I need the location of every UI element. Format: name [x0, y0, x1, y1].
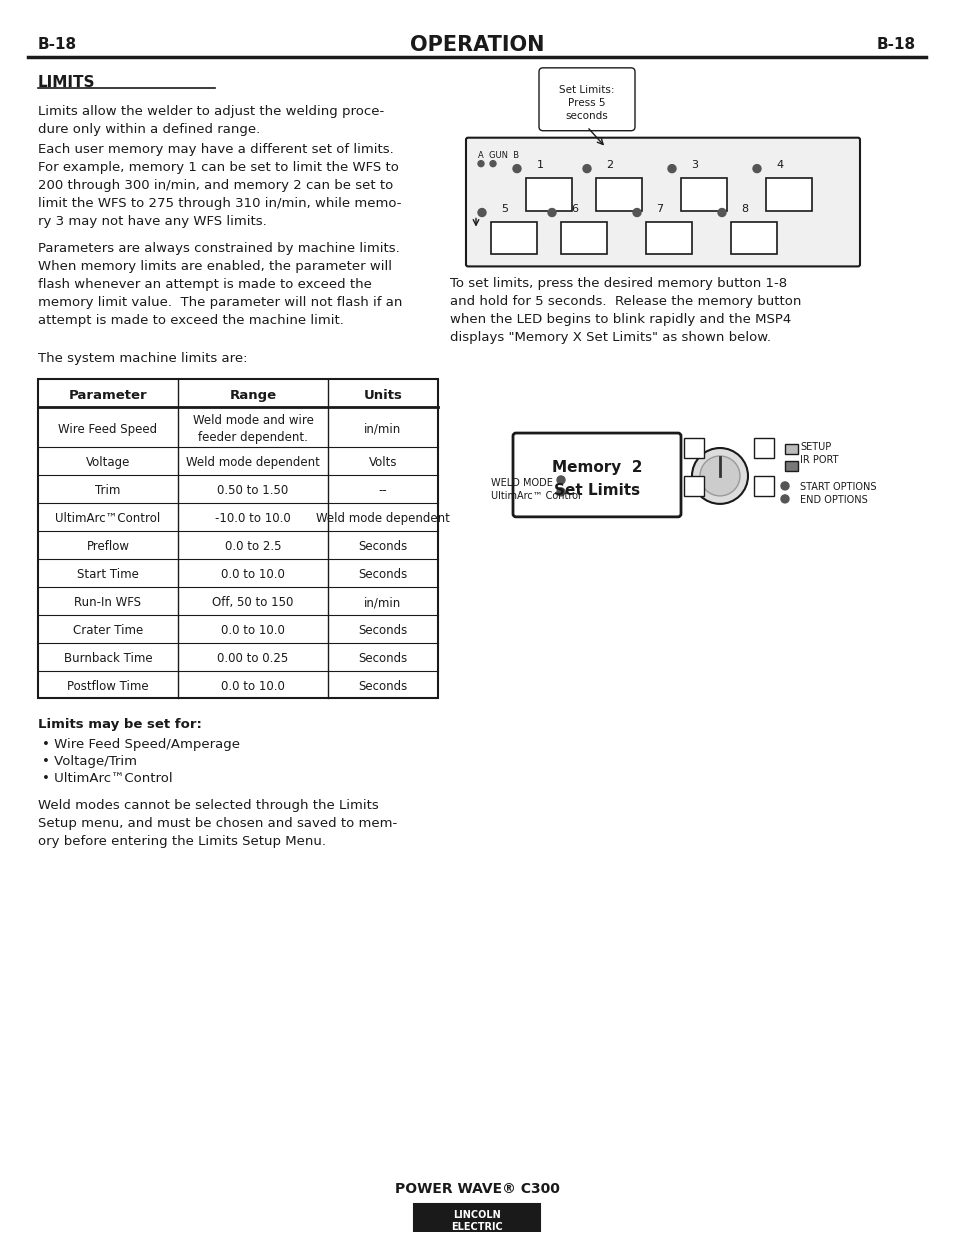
Text: -10.0 to 10.0: -10.0 to 10.0 [214, 513, 291, 525]
Text: Weld mode and wire
feeder dependent.: Weld mode and wire feeder dependent. [193, 414, 314, 445]
Text: --: -- [378, 484, 387, 498]
Bar [683, 438, 703, 458]
FancyBboxPatch shape [513, 433, 680, 517]
Text: Set Limits:
Press 5
seconds: Set Limits: Press 5 seconds [558, 85, 614, 121]
Text: A  GUN  B: A GUN B [477, 151, 518, 161]
Circle shape [752, 164, 760, 173]
Circle shape [547, 209, 556, 216]
Text: Run-In WFS: Run-In WFS [74, 597, 141, 609]
Circle shape [477, 161, 483, 167]
Text: Parameters are always constrained by machine limits.
When memory limits are enab: Parameters are always constrained by mac… [38, 242, 402, 327]
Text: Preflow: Preflow [87, 540, 130, 553]
Text: Each user memory may have a different set of limits.
For example, memory 1 can b: Each user memory may have a different se… [38, 143, 401, 227]
Text: Limits may be set for:: Limits may be set for: [38, 719, 202, 731]
Text: Crater Time: Crater Time [72, 624, 143, 637]
Circle shape [667, 164, 676, 173]
Bar [38, 379, 437, 699]
Text: Limits allow the welder to adjust the welding proce-
dure only within a defined : Limits allow the welder to adjust the we… [38, 105, 384, 136]
Circle shape [513, 164, 520, 173]
Text: Off, 50 to 150: Off, 50 to 150 [213, 597, 294, 609]
Text: 6: 6 [571, 204, 578, 214]
Bar [525, 178, 572, 210]
Text: Seconds: Seconds [358, 652, 407, 664]
Circle shape [691, 448, 747, 504]
Text: The system machine limits are:: The system machine limits are: [38, 352, 247, 366]
Text: in/min: in/min [364, 422, 401, 436]
Text: Seconds: Seconds [358, 568, 407, 582]
Bar [784, 461, 797, 471]
Text: LIMITS: LIMITS [38, 75, 95, 90]
Text: SETUP
IR PORT: SETUP IR PORT [800, 442, 838, 466]
Bar [784, 445, 797, 454]
Text: START OPTIONS
END OPTIONS: START OPTIONS END OPTIONS [800, 482, 876, 505]
Text: Trim: Trim [95, 484, 121, 498]
Text: OPERATION: OPERATION [410, 35, 543, 54]
Text: Seconds: Seconds [358, 540, 407, 553]
Text: To set limits, press the desired memory button 1-8
and hold for 5 seconds.  Rele: To set limits, press the desired memory … [450, 278, 801, 345]
Text: Wire Feed Speed: Wire Feed Speed [58, 422, 157, 436]
Text: 0.00 to 0.25: 0.00 to 0.25 [217, 652, 289, 664]
Text: Weld modes cannot be selected through the Limits
Setup menu, and must be chosen : Weld modes cannot be selected through th… [38, 799, 396, 848]
Circle shape [718, 209, 725, 216]
Text: B-18: B-18 [38, 37, 77, 52]
Circle shape [781, 482, 788, 490]
Circle shape [557, 488, 564, 496]
Circle shape [582, 164, 590, 173]
Text: • Voltage/Trim: • Voltage/Trim [42, 756, 137, 768]
Text: Weld mode dependent: Weld mode dependent [186, 457, 319, 469]
Text: 0.0 to 2.5: 0.0 to 2.5 [225, 540, 281, 553]
Text: UltimArc™Control: UltimArc™Control [55, 513, 160, 525]
Text: Voltage: Voltage [86, 457, 130, 469]
Text: 7: 7 [656, 204, 663, 214]
Text: 0.0 to 10.0: 0.0 to 10.0 [221, 568, 285, 582]
Text: B-18: B-18 [876, 37, 915, 52]
Text: Units: Units [363, 389, 402, 401]
Text: 4: 4 [776, 161, 782, 170]
Bar [753, 438, 773, 458]
Circle shape [781, 495, 788, 503]
Text: WELD MODE
UltimArc™ Control: WELD MODE UltimArc™ Control [491, 478, 580, 501]
Text: 5: 5 [501, 204, 508, 214]
Text: 0.0 to 10.0: 0.0 to 10.0 [221, 624, 285, 637]
Text: 0.0 to 10.0: 0.0 to 10.0 [221, 680, 285, 693]
Circle shape [700, 456, 740, 496]
Text: Weld mode dependent: Weld mode dependent [315, 513, 450, 525]
Text: 3: 3 [691, 161, 698, 170]
Text: Postflow Time: Postflow Time [67, 680, 149, 693]
Text: Memory  2
Set Limits: Memory 2 Set Limits [551, 461, 641, 498]
Text: • UltimArc™Control: • UltimArc™Control [42, 772, 172, 785]
Text: Seconds: Seconds [358, 680, 407, 693]
Circle shape [633, 209, 640, 216]
Text: Start Time: Start Time [77, 568, 139, 582]
Text: • Wire Feed Speed/Amperage: • Wire Feed Speed/Amperage [42, 739, 240, 751]
Bar [596, 178, 641, 210]
Text: in/min: in/min [364, 597, 401, 609]
Bar [560, 221, 606, 254]
Text: Parameter: Parameter [69, 389, 147, 401]
Circle shape [490, 161, 496, 167]
Text: 2: 2 [606, 161, 613, 170]
Text: 1: 1 [536, 161, 543, 170]
Text: POWER WAVE® C300: POWER WAVE® C300 [395, 1182, 558, 1197]
Text: Range: Range [230, 389, 276, 401]
Bar [753, 475, 773, 496]
Bar [680, 178, 726, 210]
Text: LINCOLN
ELECTRIC: LINCOLN ELECTRIC [451, 1210, 502, 1233]
FancyBboxPatch shape [538, 68, 635, 131]
Bar [730, 221, 776, 254]
Circle shape [557, 475, 564, 484]
Bar [414, 1204, 539, 1234]
Bar [683, 475, 703, 496]
Text: Volts: Volts [369, 457, 396, 469]
Circle shape [477, 209, 485, 216]
Bar [645, 221, 691, 254]
Text: 0.50 to 1.50: 0.50 to 1.50 [217, 484, 289, 498]
Text: Burnback Time: Burnback Time [64, 652, 152, 664]
FancyBboxPatch shape [465, 137, 859, 267]
Bar [765, 178, 811, 210]
Bar [491, 221, 537, 254]
Text: 8: 8 [740, 204, 748, 214]
Text: Seconds: Seconds [358, 624, 407, 637]
